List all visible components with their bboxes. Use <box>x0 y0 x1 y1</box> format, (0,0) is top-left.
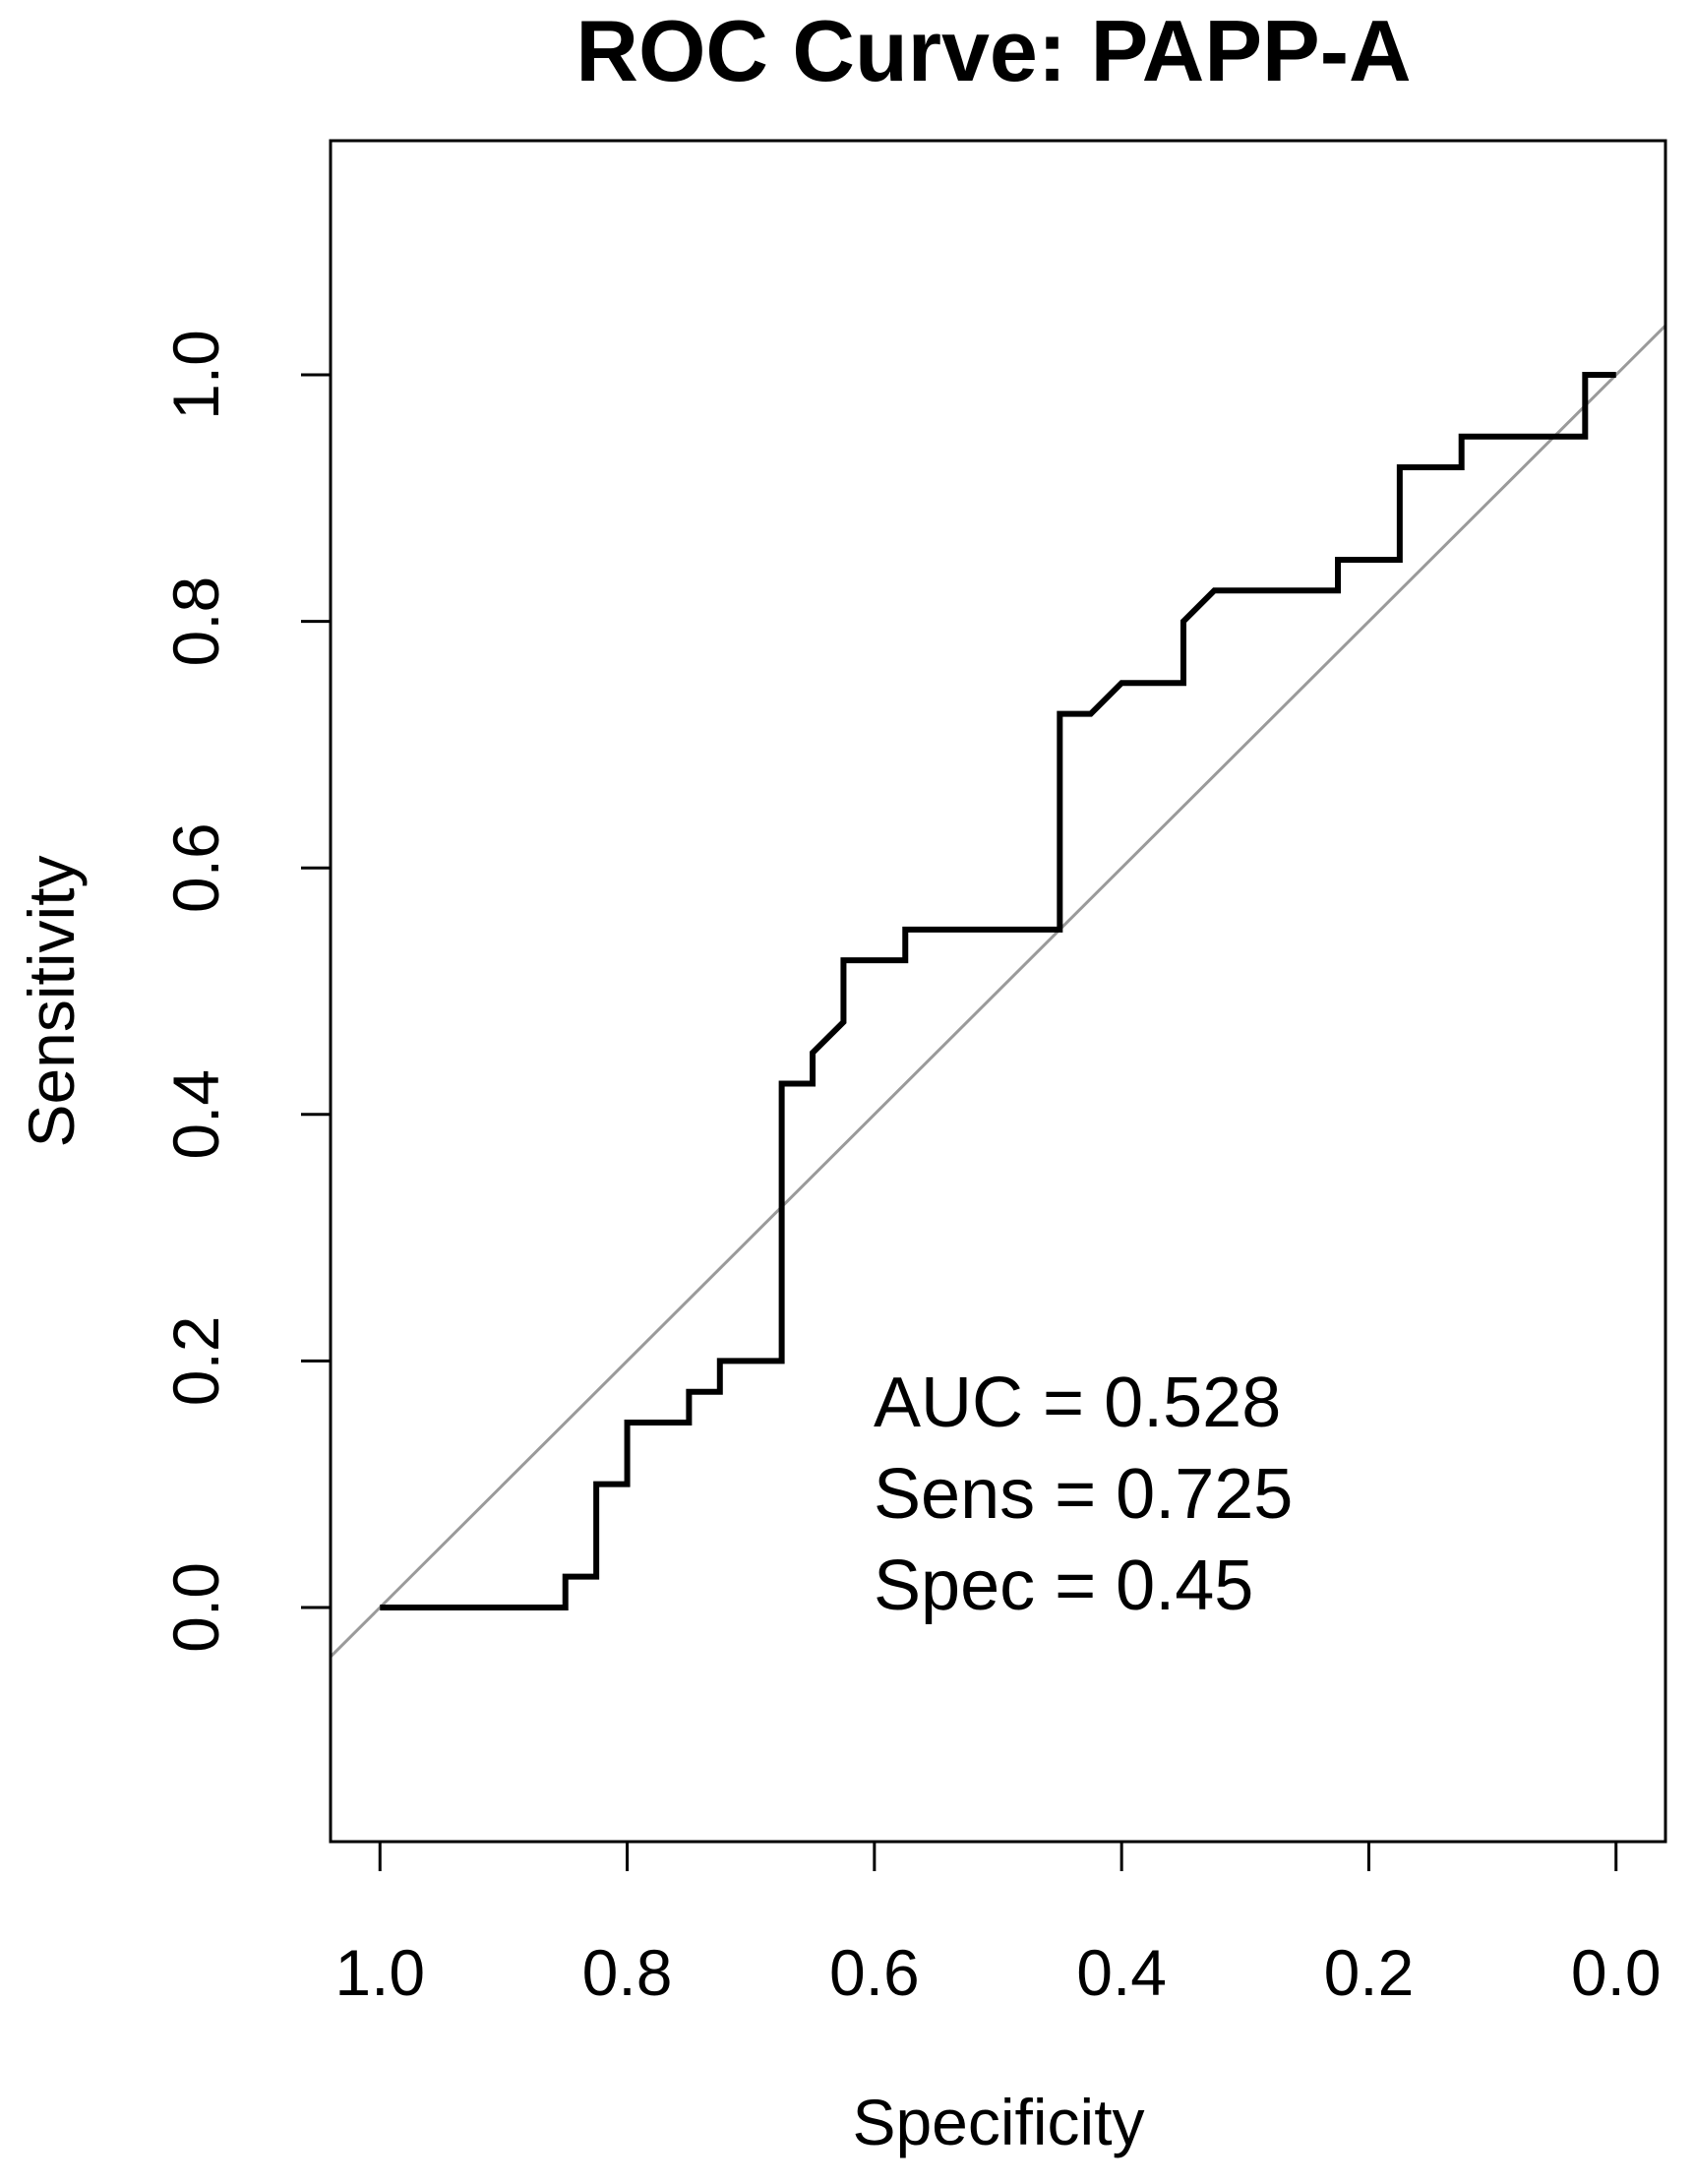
y-tick-label: 0.6 <box>159 822 232 913</box>
x-tick-label: 0.6 <box>829 1936 920 2009</box>
y-tick-label: 0.2 <box>159 1315 232 1406</box>
x-tick-label: 0.4 <box>1076 1936 1167 2009</box>
y-tick-label: 0.8 <box>159 576 232 667</box>
y-tick-label: 0.4 <box>159 1069 232 1160</box>
x-tick-label: 1.0 <box>334 1936 425 2009</box>
y-axis: 0.0 0.2 0.4 0.6 0.8 1.0 <box>159 330 333 1653</box>
chart-title: ROC Curve: PAPP-A <box>575 2 1411 99</box>
specificity-annotation: Spec = 0.45 <box>874 1547 1253 1625</box>
x-axis: 1.0 0.8 0.6 0.4 0.2 0.0 <box>334 1840 1662 2009</box>
chance-diagonal-line <box>329 324 1667 1659</box>
sensitivity-annotation: Sens = 0.725 <box>874 1455 1293 1534</box>
x-tick-label: 0.8 <box>582 1936 673 2009</box>
x-tick-label: 0.0 <box>1571 1936 1662 2009</box>
y-tick-label: 0.0 <box>159 1562 232 1653</box>
auc-annotation: AUC = 0.528 <box>874 1364 1281 1442</box>
y-tick-label: 1.0 <box>159 330 232 420</box>
roc-curve-line <box>380 372 1616 1610</box>
x-tick-label: 0.2 <box>1324 1936 1415 2009</box>
x-axis-label: Specificity <box>852 2086 1144 2158</box>
y-axis-label: Sensitivity <box>15 855 88 1147</box>
